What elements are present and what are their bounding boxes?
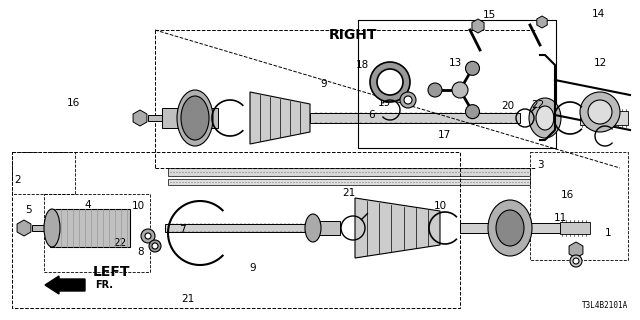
Ellipse shape [496, 210, 524, 246]
Bar [560, 222, 590, 234]
Text: 11: 11 [554, 213, 566, 223]
Circle shape [377, 69, 403, 95]
Ellipse shape [305, 214, 321, 242]
Circle shape [145, 233, 151, 239]
Text: 22: 22 [531, 100, 545, 110]
Polygon shape [250, 92, 310, 144]
Text: 16: 16 [561, 190, 573, 200]
Text: 15: 15 [483, 10, 495, 20]
Circle shape [400, 92, 416, 108]
Text: 16: 16 [67, 98, 79, 108]
Text: 21: 21 [181, 294, 195, 304]
Text: 8: 8 [138, 247, 144, 257]
Text: 22: 22 [113, 238, 127, 248]
Text: 7: 7 [179, 225, 186, 235]
Bar [500, 223, 560, 233]
Bar [50, 209, 130, 247]
Text: 20: 20 [501, 101, 515, 111]
Bar [580, 111, 628, 125]
Circle shape [149, 240, 161, 252]
Polygon shape [133, 110, 147, 126]
Bar [32, 225, 50, 231]
Circle shape [404, 96, 412, 104]
Circle shape [428, 83, 442, 97]
Ellipse shape [181, 96, 209, 140]
Text: 19: 19 [378, 98, 390, 108]
Circle shape [452, 82, 468, 98]
Polygon shape [569, 242, 583, 258]
Polygon shape [17, 220, 31, 236]
Bar [168, 179, 530, 185]
Circle shape [465, 61, 479, 75]
Text: 10: 10 [433, 201, 447, 211]
Bar [162, 108, 218, 128]
Text: 12: 12 [593, 58, 607, 68]
Text: 1: 1 [605, 228, 611, 238]
Text: 21: 21 [342, 188, 356, 198]
Text: RIGHT: RIGHT [329, 28, 377, 42]
Text: T3L4B2101A: T3L4B2101A [582, 301, 628, 310]
Text: 9: 9 [250, 263, 256, 273]
Bar [310, 113, 520, 123]
FancyArrow shape [45, 276, 85, 294]
Text: LEFT: LEFT [93, 265, 131, 279]
Ellipse shape [44, 209, 60, 247]
Text: 5: 5 [26, 205, 32, 215]
Text: 13: 13 [449, 58, 461, 68]
Ellipse shape [488, 200, 532, 256]
Circle shape [465, 105, 479, 119]
Text: 3: 3 [537, 160, 543, 170]
Text: 6: 6 [369, 110, 375, 120]
Circle shape [570, 255, 582, 267]
Ellipse shape [536, 106, 554, 130]
Text: 14: 14 [591, 9, 605, 19]
Polygon shape [472, 19, 484, 33]
Ellipse shape [529, 98, 561, 138]
Bar [148, 115, 162, 121]
Circle shape [573, 258, 579, 264]
Circle shape [141, 229, 155, 243]
Text: 2: 2 [15, 175, 21, 185]
Ellipse shape [177, 90, 213, 146]
Circle shape [152, 243, 158, 249]
Text: FR.: FR. [95, 280, 113, 290]
Text: 18: 18 [355, 60, 369, 70]
Polygon shape [355, 198, 440, 258]
Text: 10: 10 [131, 201, 145, 211]
Bar [168, 168, 530, 176]
Ellipse shape [580, 92, 620, 132]
Polygon shape [537, 16, 547, 28]
Bar [460, 223, 500, 233]
Text: 9: 9 [321, 79, 327, 89]
Bar [310, 221, 340, 235]
Bar [165, 224, 310, 232]
Ellipse shape [588, 100, 612, 124]
Text: 17: 17 [437, 130, 451, 140]
Text: 4: 4 [84, 200, 92, 210]
Circle shape [370, 62, 410, 102]
